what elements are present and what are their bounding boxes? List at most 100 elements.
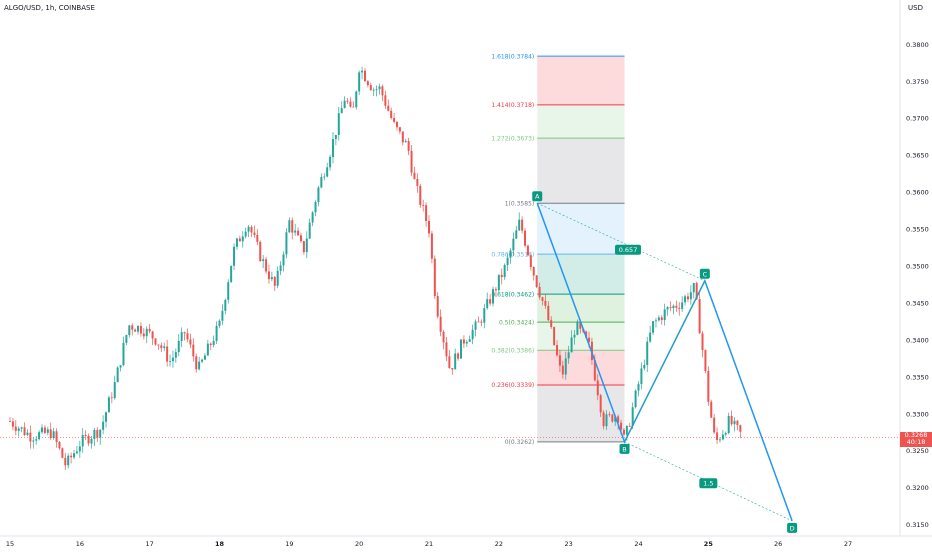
- candle-body: [704, 350, 707, 371]
- x-tick-label: 15: [6, 540, 14, 548]
- candle-body: [233, 246, 236, 266]
- candle-body: [340, 108, 343, 114]
- candle-body: [201, 359, 204, 362]
- candle-body: [17, 428, 20, 431]
- candle-body: [701, 333, 704, 351]
- candle-body: [721, 434, 724, 440]
- candle-body: [576, 321, 579, 335]
- candle-body: [649, 332, 652, 342]
- candle-body: [43, 427, 46, 433]
- y-tick-label: 0.3450: [906, 299, 929, 307]
- candle-body: [11, 421, 14, 427]
- currency-label: USD: [908, 4, 923, 12]
- candle-body: [224, 299, 227, 311]
- candle-body: [142, 333, 145, 337]
- candle-body: [654, 320, 657, 322]
- candle-body: [291, 220, 294, 233]
- candle-body: [186, 333, 189, 340]
- candle-body: [26, 432, 29, 435]
- candle-body: [46, 429, 49, 433]
- candle-body: [55, 431, 58, 442]
- candle-body: [561, 365, 564, 375]
- candle-body: [445, 342, 448, 357]
- pattern-ratio-label: 1.5: [703, 480, 713, 488]
- candle-body: [308, 222, 311, 239]
- candle-body: [14, 426, 17, 431]
- pattern-point-badge: [619, 443, 630, 454]
- candle-body: [206, 343, 209, 356]
- candle-body: [122, 342, 125, 366]
- candle-body: [49, 429, 52, 439]
- y-tick-label: 0.3350: [906, 373, 929, 381]
- x-tick-label: 16: [76, 540, 84, 548]
- candle-body: [93, 429, 96, 439]
- candle-body: [235, 238, 238, 247]
- candle-body: [215, 325, 218, 341]
- candle-body: [125, 335, 128, 343]
- candle-body: [273, 276, 276, 286]
- candle-body: [669, 307, 672, 309]
- candle-body: [526, 245, 529, 256]
- candle-body: [395, 121, 398, 128]
- x-tick-label: 22: [495, 540, 503, 548]
- candle-body: [404, 141, 407, 143]
- candle-body: [538, 286, 541, 298]
- last-price-value: 0.3268: [904, 431, 928, 439]
- candle-body: [32, 440, 35, 442]
- candle-body: [81, 435, 84, 447]
- pattern-point-label: A: [535, 193, 540, 201]
- candle-body: [372, 89, 375, 91]
- candle-body: [119, 365, 122, 368]
- candle-body: [102, 421, 105, 430]
- candle-body: [611, 414, 614, 422]
- candle-body: [346, 100, 349, 102]
- fib-retracement[interactable]: 1.618(0.3784) 1.414(0.3718) 1.272(0.3673) 1…: [491, 53, 625, 446]
- candle-body: [451, 368, 454, 370]
- candle-body: [195, 356, 198, 370]
- candle-body: [457, 353, 460, 359]
- candle-body: [605, 414, 608, 427]
- candle-body: [174, 352, 177, 358]
- candle-body: [387, 105, 390, 111]
- candle-body: [684, 296, 687, 303]
- y-tick-label: 0.3800: [906, 41, 929, 49]
- fib-zone: [537, 104, 625, 139]
- candle-body: [556, 345, 559, 356]
- candle-body: [116, 367, 119, 383]
- candle-body: [628, 425, 631, 427]
- candle-body: [294, 230, 297, 233]
- candle-body: [506, 257, 509, 266]
- fib-zone: [537, 254, 625, 295]
- candle-body: [718, 439, 721, 441]
- candle-body: [96, 429, 99, 438]
- candle-body: [695, 283, 698, 300]
- chart-title: ALGO/USD, 1h, COINBASE: [4, 4, 95, 12]
- candle-body: [73, 453, 76, 458]
- candle-body: [203, 355, 206, 360]
- candle-body: [486, 299, 489, 309]
- pattern-point-label: D: [790, 524, 795, 532]
- candle-body: [692, 283, 695, 293]
- pattern-point-badge: [699, 268, 710, 279]
- fib-zone: [537, 203, 625, 255]
- candle-body: [302, 241, 305, 253]
- candle-body: [474, 321, 477, 330]
- candle-body: [390, 110, 393, 118]
- x-tick-label: 27: [844, 540, 852, 548]
- candle-body: [192, 344, 195, 357]
- candle-body: [311, 212, 314, 223]
- candle-body: [384, 95, 387, 106]
- x-tick-label: 17: [146, 540, 154, 548]
- candle-body: [500, 274, 503, 278]
- candle-body: [128, 325, 131, 336]
- pattern-bc-line: [624, 280, 706, 443]
- candle-body: [515, 230, 518, 239]
- candle-body: [378, 86, 381, 90]
- candle-body: [52, 431, 55, 439]
- abcd-pattern[interactable]: A B C D 0.657 1.5: [532, 191, 798, 533]
- candle-body: [640, 368, 643, 385]
- candle-body: [369, 85, 372, 91]
- candle-body: [244, 231, 247, 237]
